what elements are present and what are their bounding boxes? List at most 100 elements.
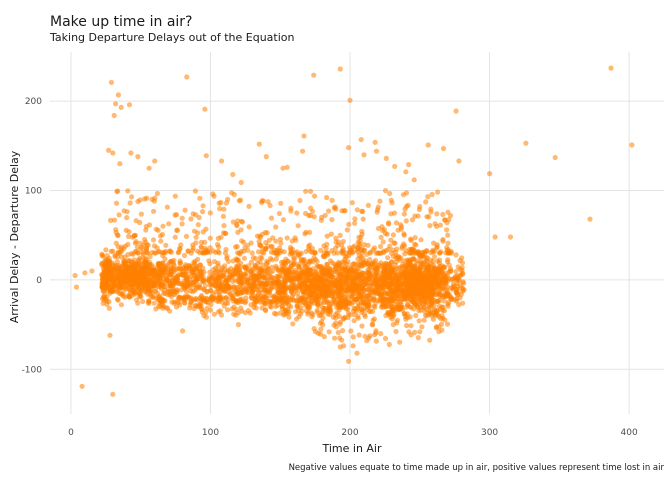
data-point [79, 383, 85, 389]
data-point [327, 287, 333, 293]
data-point [353, 274, 360, 280]
data-point [207, 235, 213, 241]
data-point [447, 268, 454, 274]
data-point [382, 188, 389, 194]
data-point [233, 244, 239, 250]
data-point [301, 133, 307, 139]
data-point [424, 255, 430, 261]
data-point [121, 208, 127, 214]
data-point [209, 296, 215, 302]
data-point [298, 250, 304, 256]
data-point [187, 274, 194, 280]
data-point [314, 298, 321, 304]
y-tick-label: 200 [25, 97, 42, 107]
data-point [342, 274, 348, 280]
data-point [418, 277, 424, 284]
data-point [310, 273, 316, 279]
data-point [142, 258, 148, 264]
data-point [267, 303, 273, 309]
data-point [72, 272, 78, 279]
data-point [397, 291, 403, 297]
data-point [275, 302, 281, 308]
data-point [205, 300, 211, 306]
data-point [118, 302, 124, 308]
data-point [356, 332, 362, 338]
data-point [273, 256, 279, 262]
data-point [265, 199, 271, 205]
data-point [200, 203, 206, 209]
data-point [347, 245, 353, 251]
data-point [178, 242, 184, 248]
data-point [336, 307, 342, 313]
data-point [235, 218, 241, 224]
data-point [317, 263, 323, 270]
data-point [430, 316, 436, 322]
data-point [355, 306, 361, 312]
data-point [187, 284, 193, 290]
data-point [359, 228, 365, 234]
grid-lines [50, 52, 664, 414]
data-point [381, 289, 387, 295]
data-point [102, 258, 108, 264]
data-point [99, 261, 105, 267]
data-point [254, 298, 260, 304]
data-point [552, 154, 558, 161]
data-point [253, 264, 259, 270]
data-point [447, 213, 454, 219]
data-point [341, 315, 347, 321]
data-point [355, 315, 361, 321]
data-point [163, 305, 169, 311]
data-point [246, 203, 252, 209]
data-point [333, 281, 339, 287]
data-point [364, 304, 371, 310]
data-point [184, 74, 190, 80]
data-point [254, 233, 261, 239]
data-point [268, 215, 275, 221]
data-point [407, 304, 413, 310]
data-point [390, 232, 396, 238]
data-point [351, 305, 357, 311]
data-point [193, 272, 199, 278]
data-point [257, 254, 264, 260]
data-point [252, 277, 258, 283]
data-point [276, 210, 282, 217]
data-point [404, 266, 410, 272]
data-point [270, 268, 276, 274]
data-point [381, 248, 387, 254]
data-point [101, 280, 107, 286]
data-point [307, 229, 313, 235]
data-point [264, 258, 270, 264]
data-point [126, 233, 132, 239]
data-point [389, 292, 395, 298]
data-point [193, 234, 199, 240]
data-point [271, 295, 277, 301]
data-point [312, 268, 318, 274]
data-point [359, 285, 365, 291]
data-point [376, 291, 383, 297]
data-point [412, 274, 418, 280]
data-point [366, 276, 373, 282]
data-point [125, 188, 131, 194]
tick-labels: 0 100 200 300 400 -100 0 100 200 [22, 97, 638, 438]
data-point [234, 285, 241, 292]
data-point [193, 212, 199, 218]
data-point [180, 328, 186, 334]
x-tick-label: 0 [68, 428, 74, 438]
data-point [290, 321, 296, 327]
data-point [358, 137, 364, 143]
data-point [380, 268, 386, 274]
data-point [437, 250, 443, 256]
data-point [400, 261, 406, 267]
data-point [373, 330, 379, 336]
data-point [251, 304, 257, 310]
data-point [245, 289, 251, 295]
data-point [336, 239, 342, 245]
data-point [167, 248, 173, 254]
data-point [106, 272, 112, 278]
data-point [436, 257, 443, 263]
data-point [254, 287, 260, 293]
data-point [322, 271, 328, 277]
data-point [155, 274, 161, 280]
data-point [319, 319, 325, 325]
data-point [293, 237, 299, 243]
